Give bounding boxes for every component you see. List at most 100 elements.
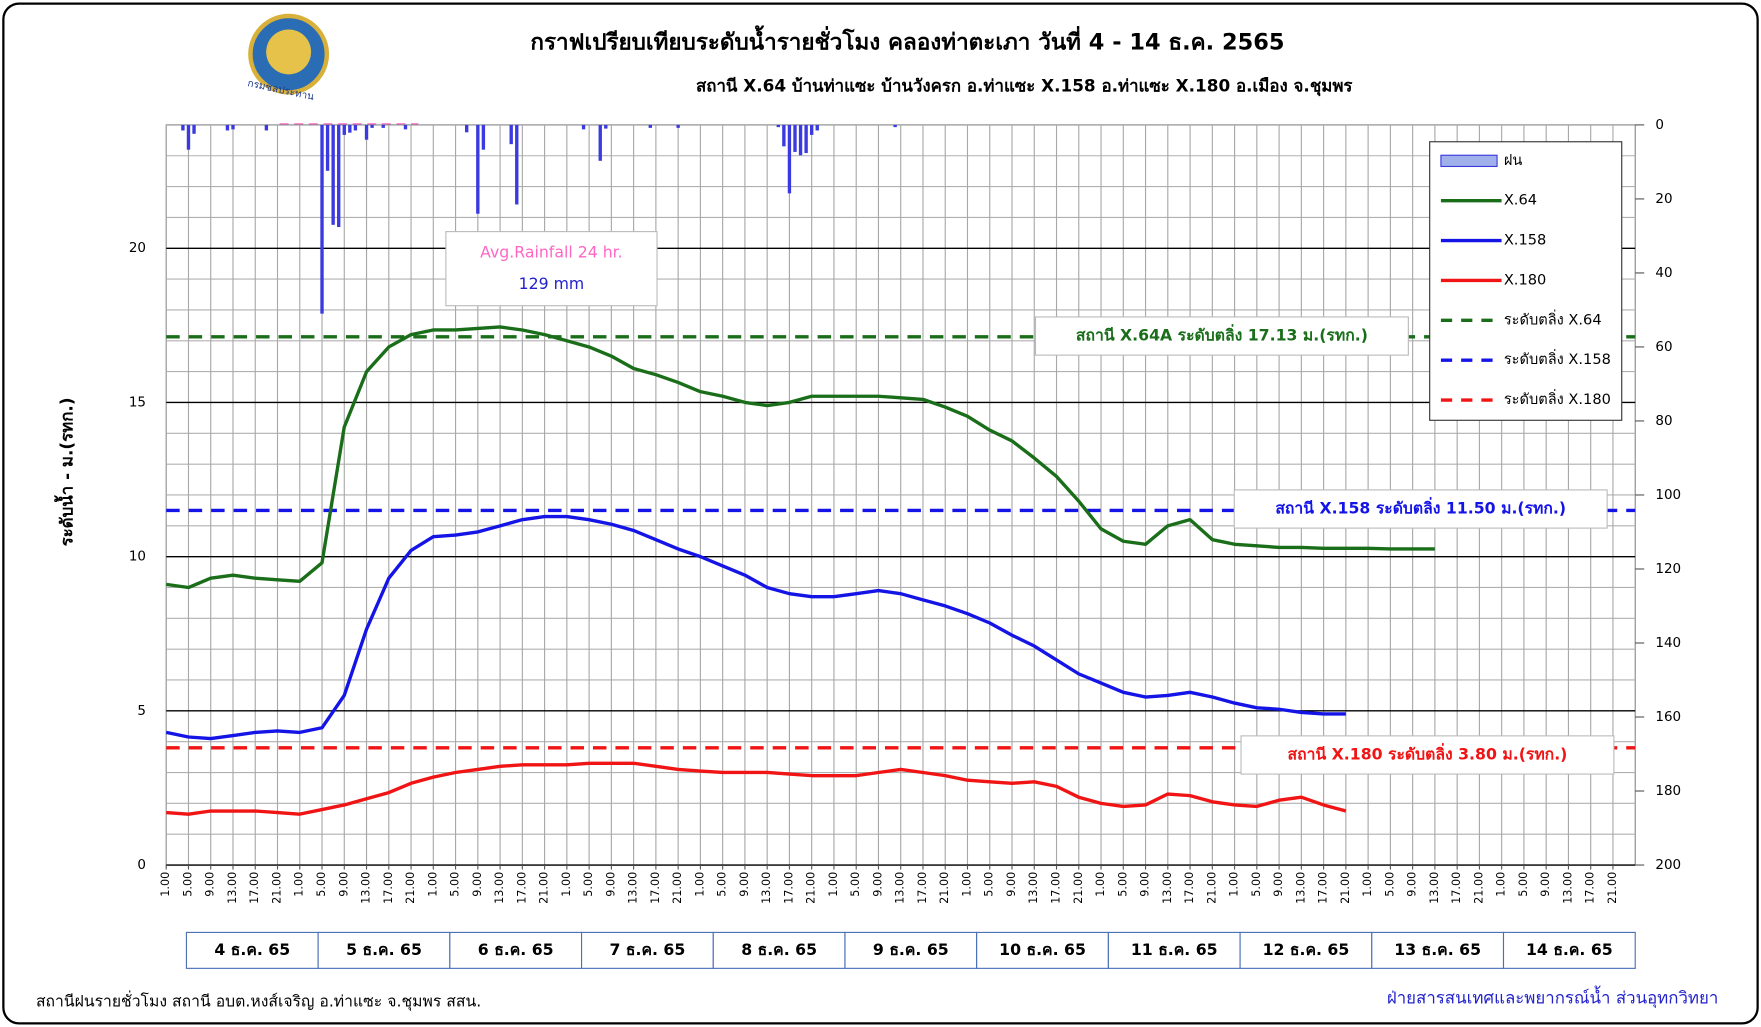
rain-bar bbox=[787, 124, 792, 194]
x-tick-label: 1.00 bbox=[693, 872, 706, 897]
x-tick-label: 21.00 bbox=[1339, 872, 1352, 904]
x-tick-label: 13.00 bbox=[894, 872, 907, 904]
logo-center bbox=[266, 29, 312, 75]
x-tick-label: 21.00 bbox=[271, 872, 284, 904]
rain-bar bbox=[192, 124, 196, 134]
threshold-box bbox=[1034, 316, 1409, 356]
x-tick-label: 21.00 bbox=[671, 872, 684, 904]
x-tick-label: 1.00 bbox=[426, 872, 439, 897]
x-tick-label: 5.00 bbox=[849, 872, 862, 897]
footer-left: สถานีฝนรายชั่วโมง สถานี อบต.หงส์เจริญ อ.… bbox=[36, 990, 481, 1012]
threshold-box bbox=[1240, 735, 1615, 775]
day-label: 12 ธ.ค. 65 bbox=[1263, 940, 1350, 959]
rain-bar bbox=[342, 124, 346, 135]
day-box bbox=[976, 931, 1109, 969]
x-tick-label: 9.00 bbox=[738, 872, 751, 897]
x-tick-label: 21.00 bbox=[938, 872, 951, 904]
x-tick-label: 9.00 bbox=[1406, 872, 1419, 897]
day-box bbox=[1239, 931, 1373, 969]
x-tick-label: 13.00 bbox=[1561, 872, 1574, 904]
x-tick-label: 9.00 bbox=[337, 872, 350, 897]
legend-label: X.158 bbox=[1504, 232, 1547, 249]
threshold-box bbox=[1233, 489, 1608, 529]
rain-bar bbox=[782, 124, 786, 147]
rain-bar bbox=[403, 124, 408, 130]
x-tick-label: 5.00 bbox=[1517, 872, 1530, 897]
x-tick-label: 13.00 bbox=[760, 872, 773, 904]
y2-tick-label: 120 bbox=[1655, 561, 1681, 577]
x-tick-label: 5.00 bbox=[1116, 872, 1129, 897]
day-label: 11 ธ.ค. 65 bbox=[1131, 940, 1218, 959]
threshold-label: สถานี X.180 ระดับตลิ่ง 3.80 ม.(รทก.) bbox=[1288, 742, 1568, 763]
rain-bar bbox=[793, 124, 797, 152]
series-line bbox=[166, 761, 1347, 816]
x-tick-label: 1.00 bbox=[960, 872, 973, 897]
x-tick-label: 13.00 bbox=[493, 872, 506, 904]
y2-tick-label: 100 bbox=[1655, 487, 1681, 503]
rain-bar bbox=[231, 124, 235, 130]
x-tick-label: 1.00 bbox=[1361, 872, 1374, 897]
day-label: 5 ธ.ค. 65 bbox=[346, 940, 422, 959]
rain-bar bbox=[348, 124, 352, 133]
day-label: 10 ธ.ค. 65 bbox=[999, 940, 1086, 959]
x-tick-label: 21.00 bbox=[805, 872, 818, 904]
y2-tick-label: 200 bbox=[1655, 857, 1681, 873]
rain-bar bbox=[381, 124, 385, 128]
rain-bar bbox=[515, 124, 519, 205]
x-tick-label: 5.00 bbox=[716, 872, 729, 897]
x-tick-label: 13.00 bbox=[1161, 872, 1174, 904]
legend-label: ระดับตลิ่ง X.158 bbox=[1504, 349, 1611, 368]
legend-swatch bbox=[1440, 154, 1498, 168]
y-tick-label: 15 bbox=[129, 394, 146, 410]
footer-right: ฝ่ายสารสนเทศและพยากรณ์น้ำ ส่วนอุทกวิทยา bbox=[1387, 986, 1718, 1009]
x-tick-label: 9.00 bbox=[1139, 872, 1152, 897]
y2-tick-label: 20 bbox=[1655, 191, 1672, 207]
day-label: 7 ธ.ค. 65 bbox=[610, 940, 686, 959]
y2-tick-label: 60 bbox=[1655, 339, 1672, 355]
x-tick-label: 5.00 bbox=[449, 872, 462, 897]
y2-tick-label: 0 bbox=[1655, 117, 1664, 133]
rain-bar bbox=[815, 124, 819, 131]
day-box bbox=[580, 931, 714, 969]
x-tick-label: 21.00 bbox=[538, 872, 551, 904]
annotation-box bbox=[445, 231, 658, 307]
day-label: 6 ธ.ค. 65 bbox=[478, 940, 554, 959]
y2-tick-label: 80 bbox=[1655, 413, 1672, 429]
rain-bar bbox=[598, 124, 602, 161]
x-tick-label: 5.00 bbox=[582, 872, 595, 897]
rain-bar bbox=[810, 124, 814, 135]
x-tick-label: 17.00 bbox=[649, 872, 662, 904]
y2-tick-label: 180 bbox=[1655, 783, 1681, 799]
y2-tick-label: 140 bbox=[1655, 635, 1681, 651]
x-tick-label: 5.00 bbox=[983, 872, 996, 897]
legend-label: ฝน bbox=[1504, 152, 1523, 169]
legend-label: X.64 bbox=[1504, 192, 1537, 209]
rain-bar bbox=[337, 124, 341, 228]
x-tick-label: 17.00 bbox=[248, 872, 261, 904]
day-box bbox=[844, 931, 978, 969]
annotation: 129 mm bbox=[519, 274, 585, 293]
day-box bbox=[185, 931, 319, 969]
rain-bar bbox=[264, 124, 269, 131]
x-tick-label: 17.00 bbox=[515, 872, 528, 904]
legend-label: X.180 bbox=[1504, 271, 1547, 288]
rain-bar bbox=[181, 124, 185, 131]
annotation: Avg.Rainfall 24 hr. bbox=[480, 242, 623, 261]
rain-bar bbox=[465, 124, 469, 133]
x-tick-label: 5.00 bbox=[315, 872, 328, 897]
x-tick-label: 17.00 bbox=[1183, 872, 1196, 904]
x-tick-label: 17.00 bbox=[1584, 872, 1597, 904]
x-tick-label: 13.00 bbox=[226, 872, 239, 904]
x-tick-label: 13.00 bbox=[1428, 872, 1441, 904]
rain-bar bbox=[186, 124, 191, 150]
rain-bar bbox=[225, 124, 230, 131]
day-label: 9 ธ.ค. 65 bbox=[873, 940, 949, 959]
y-tick-label: 5 bbox=[137, 703, 146, 719]
x-tick-label: 17.00 bbox=[782, 872, 795, 904]
rain-bar bbox=[364, 124, 369, 140]
rain-bar bbox=[676, 124, 680, 128]
rain-bar bbox=[804, 124, 808, 154]
legend-label: ระดับตลิ่ง X.64 bbox=[1504, 309, 1602, 328]
